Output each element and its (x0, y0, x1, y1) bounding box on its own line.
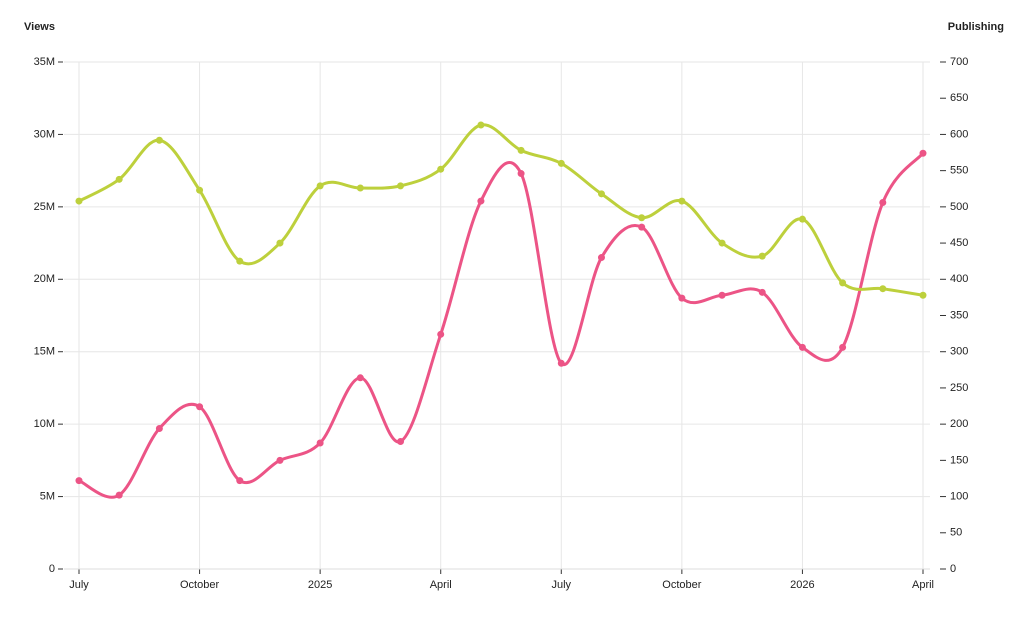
data-point (236, 477, 244, 485)
y2-tick-label: 400 (950, 273, 968, 285)
y-tick-label: 30M (34, 128, 55, 140)
data-point (798, 215, 806, 223)
y2-tick-label: 250 (950, 382, 968, 394)
data-point (276, 456, 284, 464)
data-point (115, 175, 123, 183)
data-point (718, 239, 726, 247)
data-point (557, 159, 565, 167)
data-point (879, 285, 887, 293)
y2-tick-label: 150 (950, 454, 968, 466)
data-point (316, 439, 324, 447)
x-tick-label: April (912, 579, 934, 591)
y-tick-label: 5M (40, 490, 55, 502)
data-point (236, 257, 244, 265)
data-point (155, 424, 163, 432)
x-tick-label: July (552, 579, 572, 591)
data-point (437, 330, 445, 338)
data-point (75, 477, 83, 485)
x-tick-label: July (69, 579, 89, 591)
y2-tick-label: 50 (950, 527, 962, 539)
y2-tick-label: 200 (950, 418, 968, 430)
y-tick-label: 20M (34, 273, 55, 285)
data-point (919, 291, 927, 299)
data-point (879, 199, 887, 207)
right-axis-title: Publishing (948, 21, 1004, 33)
series-line (78, 152, 925, 499)
data-point (557, 359, 565, 367)
left-axis-title: Views (24, 21, 55, 33)
data-point (75, 197, 83, 205)
y-tick-label: 25M (34, 201, 55, 213)
x-tick-label: October (180, 579, 219, 591)
data-point (839, 279, 847, 287)
y2-tick-label: 600 (950, 128, 968, 140)
y2-tick-label: 300 (950, 346, 968, 358)
y2-tick-label: 450 (950, 237, 968, 249)
y2-tick-label: 350 (950, 309, 968, 321)
data-point (397, 182, 405, 190)
data-point (678, 197, 686, 205)
data-point (316, 182, 324, 190)
x-tick-label: 2026 (790, 579, 814, 591)
data-point (477, 121, 485, 129)
data-point (718, 291, 726, 299)
data-point (638, 223, 646, 231)
data-point (839, 343, 847, 351)
data-point (678, 294, 686, 302)
data-point (276, 239, 284, 247)
y-tick-label: 35M (34, 56, 55, 68)
data-point (517, 146, 525, 154)
y2-tick-label: 500 (950, 201, 968, 213)
data-point (517, 170, 525, 178)
data-point (437, 165, 445, 173)
y2-tick-label: 0 (950, 563, 956, 575)
y2-tick-label: 100 (950, 490, 968, 502)
data-point (196, 186, 204, 194)
data-point (638, 214, 646, 222)
data-point (758, 288, 766, 296)
data-point (919, 149, 927, 157)
x-tick-label: 2025 (308, 579, 332, 591)
data-point (477, 197, 485, 205)
data-point (196, 403, 204, 411)
data-point (798, 343, 806, 351)
data-point (155, 136, 163, 144)
data-point (356, 374, 364, 382)
y-tick-label: 15M (34, 346, 55, 358)
data-point (397, 438, 405, 446)
y2-tick-label: 550 (950, 165, 968, 177)
series-line (78, 123, 924, 297)
data-point (356, 184, 364, 192)
y2-tick-label: 650 (950, 92, 968, 104)
x-tick-label: October (662, 579, 701, 591)
data-point (597, 190, 605, 198)
data-point (115, 491, 123, 499)
y2-tick-label: 700 (950, 56, 968, 68)
y-tick-label: 10M (34, 418, 55, 430)
y-tick-label: 0 (49, 563, 55, 575)
data-point (758, 252, 766, 260)
x-tick-label: April (430, 579, 452, 591)
data-point (597, 254, 605, 262)
